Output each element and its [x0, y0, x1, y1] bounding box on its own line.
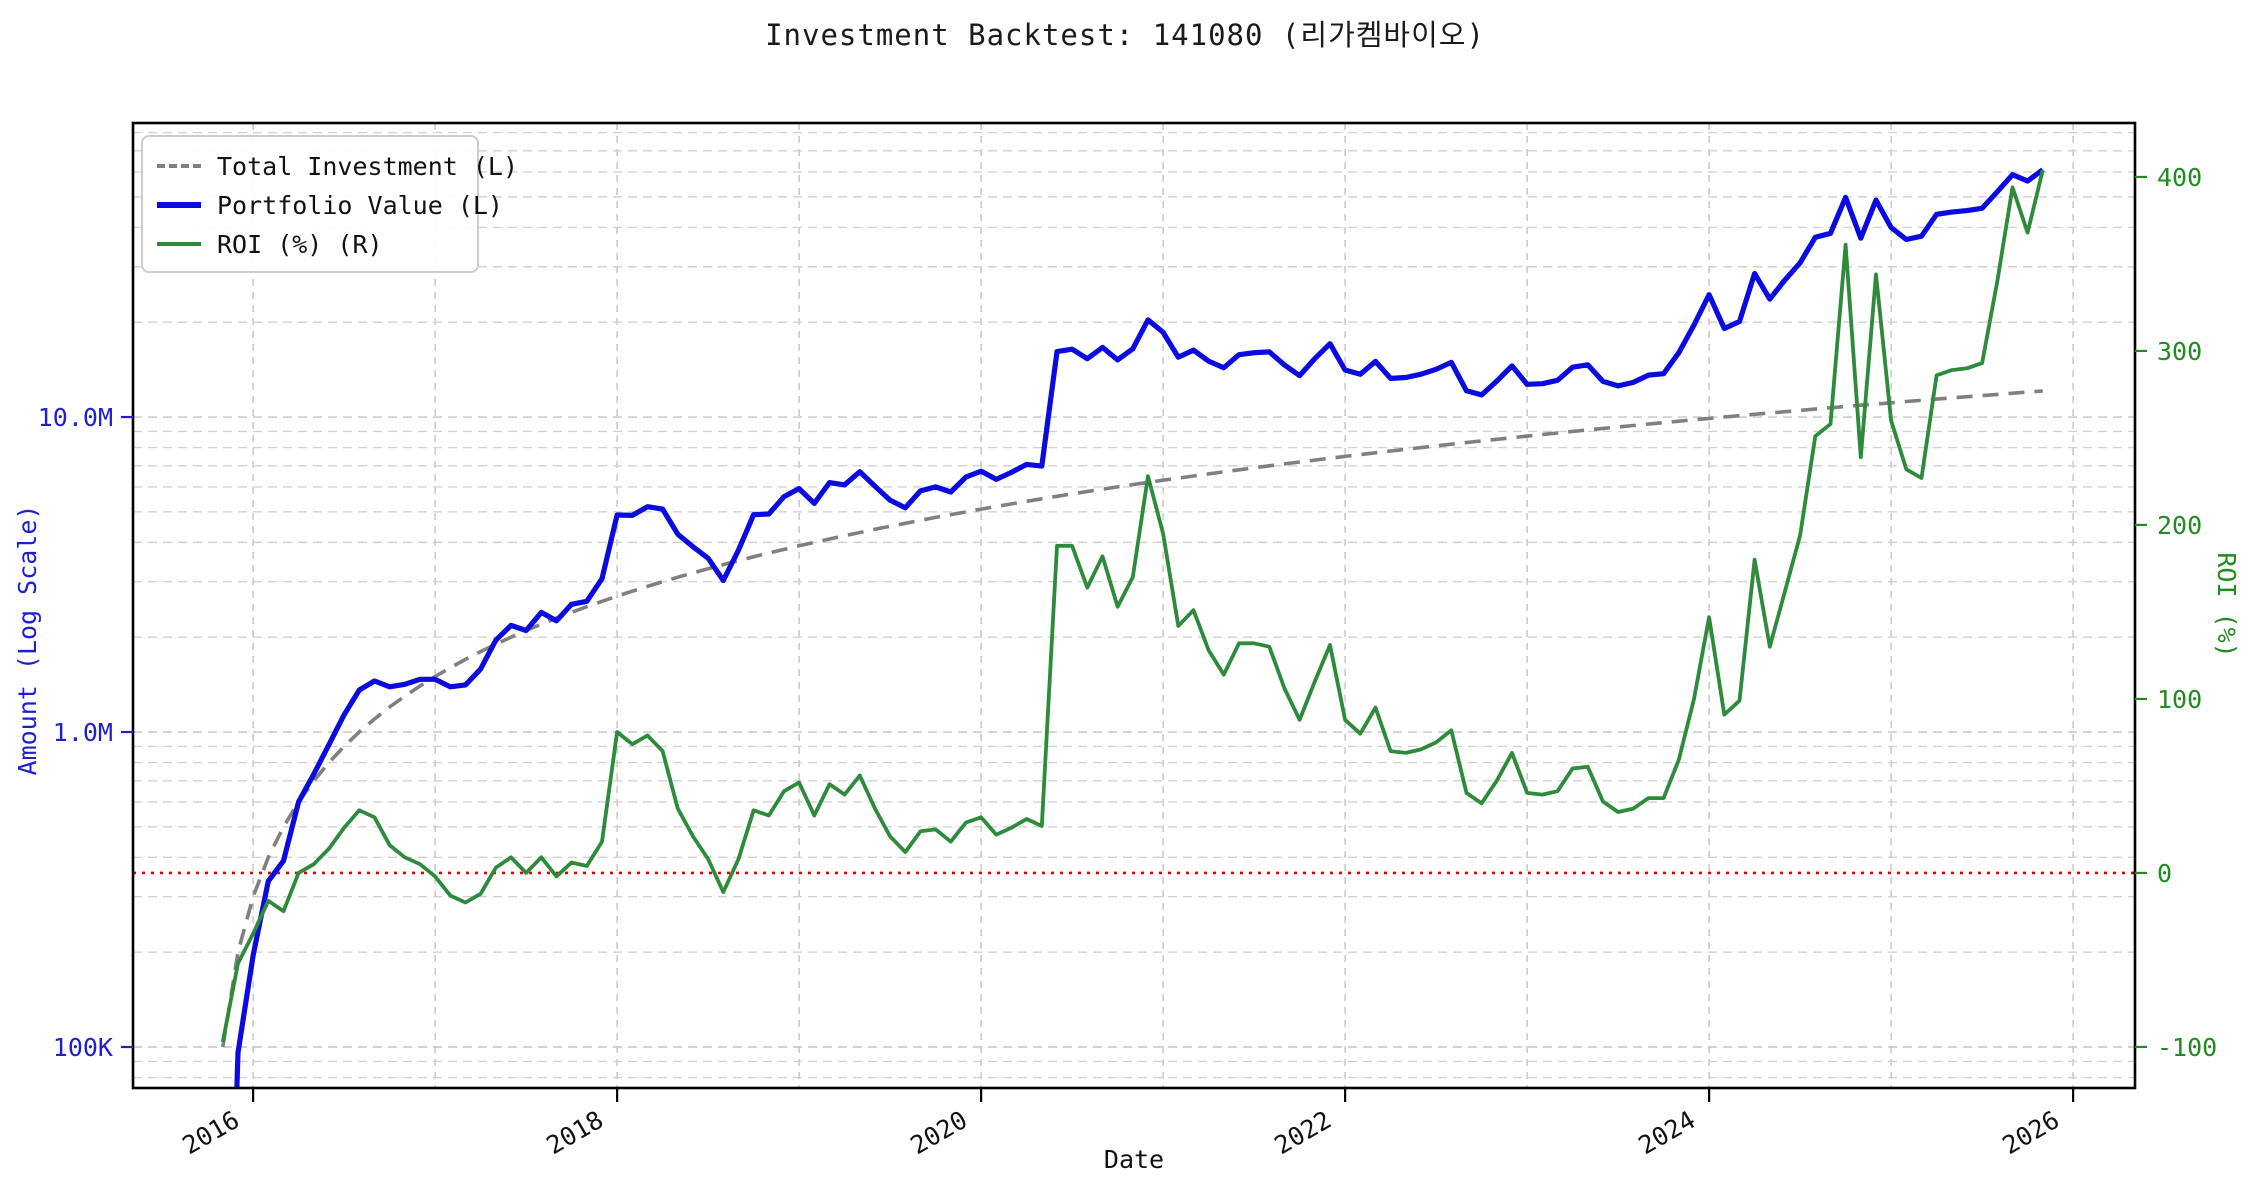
svg-text:2024: 2024: [1634, 1105, 1701, 1160]
svg-text:-100: -100: [2157, 1033, 2217, 1062]
svg-text:2016: 2016: [178, 1105, 245, 1160]
svg-text:200: 200: [2157, 511, 2202, 540]
right-axis-title: ROI (%): [2212, 552, 2241, 657]
svg-text:1.0M: 1.0M: [53, 718, 113, 747]
svg-text:0: 0: [2157, 859, 2172, 888]
legend-item-total-investment: Total Investment (L): [157, 151, 518, 181]
solid-green-line-swatch-icon: [157, 242, 201, 246]
svg-text:2026: 2026: [1998, 1105, 2065, 1160]
svg-text:2018: 2018: [542, 1105, 609, 1160]
svg-text:100K: 100K: [53, 1033, 113, 1062]
chart-title: Investment Backtest: 141080 (리가켐바이오): [765, 18, 1485, 52]
svg-text:400: 400: [2157, 163, 2202, 192]
dashed-line-swatch-icon: [157, 164, 201, 168]
svg-text:10.0M: 10.0M: [38, 403, 113, 432]
svg-text:2020: 2020: [906, 1105, 973, 1160]
svg-text:100: 100: [2157, 685, 2202, 714]
left-axis-title: Amount (Log Scale): [13, 505, 42, 776]
solid-blue-line-swatch-icon: [157, 202, 201, 208]
legend: Total Investment (L) Portfolio Value (L)…: [141, 135, 518, 273]
legend-item-portfolio-value: Portfolio Value (L): [157, 190, 503, 220]
legend-label: Portfolio Value (L): [217, 190, 503, 220]
x-axis-title: Date: [1104, 1145, 1164, 1174]
legend-item-roi: ROI (%) (R): [157, 229, 459, 259]
svg-text:2022: 2022: [1270, 1105, 1337, 1160]
legend-label: ROI (%) (R): [217, 229, 383, 259]
svg-text:300: 300: [2157, 337, 2202, 366]
legend-label: Total Investment (L): [217, 151, 519, 181]
